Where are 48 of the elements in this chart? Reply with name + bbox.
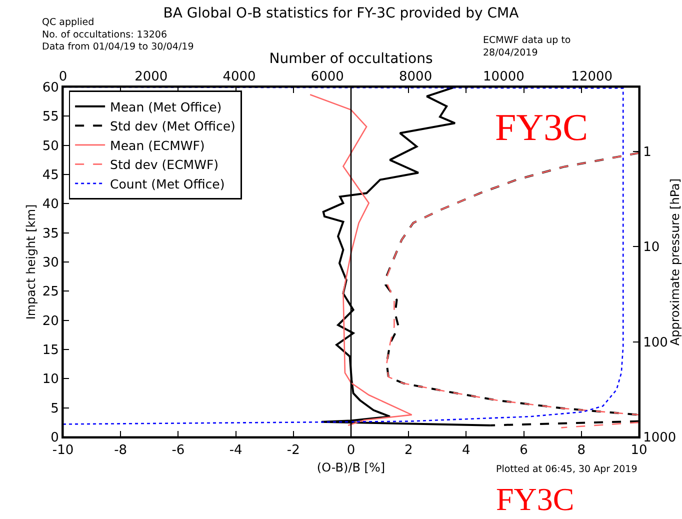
x-tick-label: -10	[52, 443, 74, 458]
y2-tick-label: 1	[643, 145, 652, 160]
x-tick-label: -8	[114, 443, 128, 458]
x2-tick-label: 4000	[222, 69, 256, 84]
legend-label: Mean (ECMWF)	[110, 138, 205, 153]
text: ECMWF data up to 28/04/2019	[483, 35, 571, 58]
x-tick-label: 8	[577, 443, 586, 458]
legend-label: Count (Met Office)	[110, 176, 225, 192]
x2-tick-label: 8000	[399, 69, 432, 84]
x-tick-label: 2	[404, 443, 413, 458]
y2-axis-title: Approximate pressure [hPa]	[668, 178, 682, 346]
legend-label: Mean (Met Office)	[110, 99, 222, 114]
x-tick-label: -2	[286, 443, 300, 458]
line-series	[309, 94, 412, 426]
x-axis-title: (O-B)/B [%]	[316, 460, 386, 475]
y-tick-label: 35	[42, 226, 59, 242]
x-tick-label: 4	[462, 443, 470, 458]
y2-tick-label: 10	[643, 240, 660, 256]
y-tick-label: 55	[42, 110, 59, 125]
y-tick-label: 50	[42, 138, 59, 154]
y-tick-label: 15	[42, 343, 59, 358]
y2-tick-label: 1000	[643, 430, 676, 446]
x2-tick-label: 12000	[571, 69, 613, 84]
text: Plotted at 06:45, 30 Apr 2019	[496, 464, 638, 475]
y-axis-title: Impact height [km]	[24, 204, 38, 320]
x2-tick-label: 10000	[483, 69, 524, 84]
annotation: FY3C	[495, 107, 588, 149]
y-tick-label: 40	[42, 197, 59, 212]
y-tick-label: 45	[42, 168, 59, 184]
y-tick-label: 30	[42, 256, 59, 271]
x2-tick-label: 6000	[310, 69, 344, 84]
y-tick-label: 10	[42, 372, 59, 388]
text: FY3C	[496, 481, 574, 517]
x-tick-label: 10	[630, 443, 648, 458]
y-tick-label: 0	[50, 430, 59, 446]
x-tick-label: 0	[346, 443, 356, 458]
y-tick-label: 20	[42, 314, 59, 329]
y-tick-label: 25	[42, 284, 59, 300]
x2-axis-title: Number of occultations	[269, 51, 433, 68]
x-tick-label: 6	[520, 443, 528, 458]
legend-label: Std dev (ECMWF)	[110, 157, 219, 172]
y2-tick-label: 100	[643, 335, 668, 350]
y-tick-label: 5	[50, 401, 59, 416]
y-tick-label: 60	[42, 80, 59, 96]
x-tick-label: -4	[229, 443, 242, 458]
x2-tick-label: 2000	[134, 69, 168, 84]
x-tick-label: -6	[172, 443, 185, 458]
legend-label: Std dev (Met Office)	[110, 118, 236, 134]
